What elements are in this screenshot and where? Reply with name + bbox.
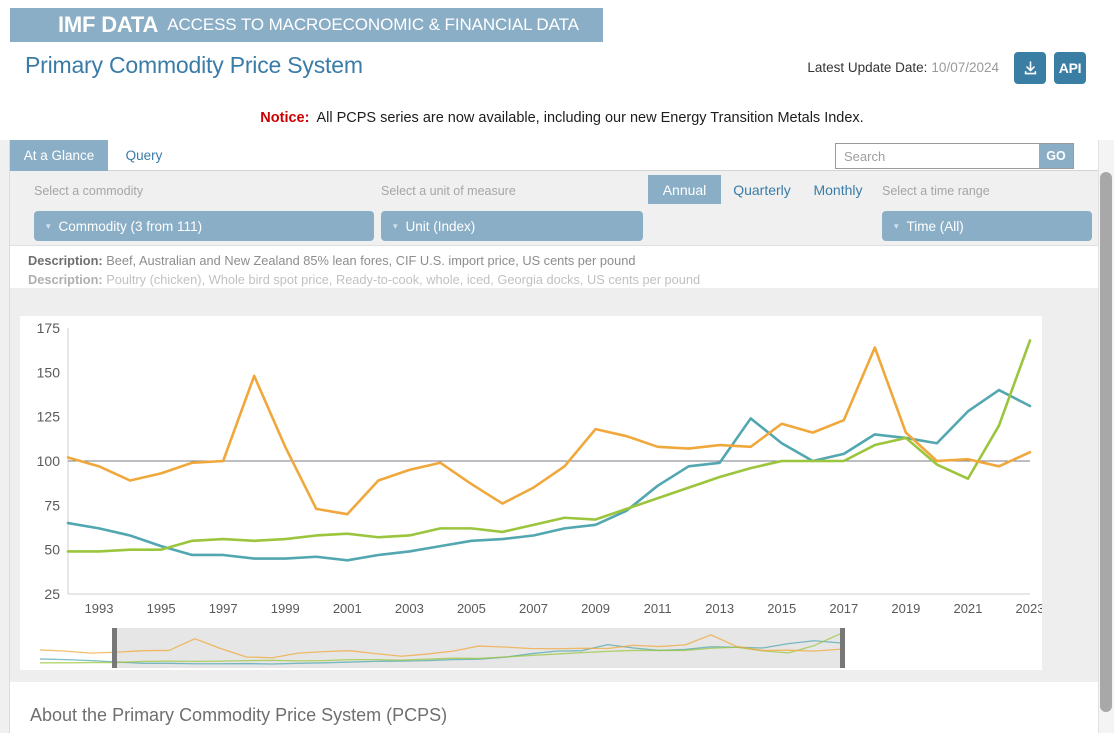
api-button-label: API	[1058, 60, 1082, 76]
svg-text:75: 75	[44, 497, 60, 513]
time-label: Select a time range	[882, 184, 990, 198]
svg-text:1999: 1999	[271, 601, 300, 616]
frequency-tab-monthly[interactable]: Monthly	[803, 175, 873, 204]
latest-update-label: Latest Update Date:	[807, 60, 928, 75]
notice-label: Notice:	[260, 110, 310, 126]
search-box: GO	[835, 143, 1074, 169]
notice-text: All PCPS series are now available, inclu…	[316, 110, 864, 126]
tab-at-a-glance-label: At a Glance	[23, 148, 95, 163]
frequency-tab-monthly-label: Monthly	[813, 181, 863, 198]
chevron-down-icon: ▾	[894, 220, 899, 231]
svg-text:2013: 2013	[705, 601, 734, 616]
search-input[interactable]	[836, 144, 1039, 168]
latest-update-date: 10/07/2024	[931, 60, 999, 75]
tab-at-a-glance[interactable]: At a Glance	[10, 140, 108, 171]
commodity-price-line-chart[interactable]: 25 50 75 100 125 150 175 1993 1995 1997 1999 2001 20…	[20, 316, 1042, 670]
commodity-label: Select a commodity	[34, 184, 144, 198]
svg-text:1997: 1997	[209, 601, 238, 616]
title-row: Primary Commodity Price System Latest Up…	[10, 42, 1114, 95]
notice-banner: Notice: All PCPS series are now availabl…	[10, 100, 1114, 136]
svg-text:2017: 2017	[829, 601, 858, 616]
description-label: Description:	[28, 272, 103, 287]
svg-text:2007: 2007	[519, 601, 548, 616]
commodity-selector[interactable]: ▾ Commodity (3 from 111)	[34, 211, 374, 241]
svg-text:125: 125	[37, 409, 61, 425]
api-button[interactable]: API	[1054, 52, 1086, 84]
latest-update: Latest Update Date: 10/07/2024	[807, 60, 999, 75]
svg-text:2023: 2023	[1016, 601, 1042, 616]
unit-selector-value: Unit (Index)	[405, 218, 476, 234]
svg-text:2001: 2001	[333, 601, 362, 616]
filter-panel: Select a commodity ▾ Commodity (3 from 1…	[10, 171, 1114, 246]
commodity-selector-value: Commodity (3 from 111)	[58, 218, 203, 234]
time-selector-value: Time (All)	[906, 218, 964, 234]
svg-text:100: 100	[37, 453, 61, 469]
svg-text:2011: 2011	[644, 601, 672, 616]
imf-brand-strong: IMF DATA	[58, 12, 159, 37]
frequency-tab-annual-label: Annual	[662, 181, 707, 198]
download-icon	[1024, 60, 1036, 74]
svg-text:25: 25	[44, 586, 60, 602]
search-go-button[interactable]: GO	[1039, 144, 1073, 168]
unit-label: Select a unit of measure	[381, 184, 516, 198]
chart-region: 25 50 75 100 125 150 175 1993 1995 1997 1999 2001 20…	[10, 288, 1114, 682]
about-title: About the Primary Commodity Price System…	[30, 705, 448, 725]
svg-text:2005: 2005	[457, 601, 486, 616]
svg-text:2009: 2009	[581, 601, 610, 616]
description-row: Description: Poultry (chicken), Whole bi…	[28, 270, 1114, 288]
page-title: Primary Commodity Price System	[25, 52, 363, 78]
imf-brand-bar: IMF DATA ACCESS TO MACROECONOMIC & FINAN…	[10, 8, 603, 42]
frequency-tab-quarterly-label: Quarterly	[733, 181, 791, 198]
search-go-label: GO	[1046, 149, 1066, 163]
unit-selector[interactable]: ▾ Unit (Index)	[381, 211, 643, 241]
left-gutter-lower	[0, 140, 10, 733]
frequency-tab-quarterly[interactable]: Quarterly	[725, 175, 799, 204]
imf-brand-subtitle: ACCESS TO MACROECONOMIC & FINANCIAL DATA	[167, 15, 579, 34]
svg-text:1993: 1993	[85, 601, 114, 616]
chart-card: 25 50 75 100 125 150 175 1993 1995 1997 1999 2001 20…	[20, 316, 1042, 670]
tab-query-label: Query	[125, 148, 163, 163]
description-row: Description: Beef, Australian and New Ze…	[28, 251, 1114, 270]
about-section: About the Primary Commodity Price System…	[10, 682, 1114, 733]
svg-text:2003: 2003	[395, 601, 424, 616]
download-button[interactable]	[1014, 52, 1046, 84]
description-text: Poultry (chicken), Whole bird spot price…	[106, 272, 701, 287]
svg-text:150: 150	[37, 364, 61, 380]
chevron-down-icon: ▾	[46, 220, 51, 231]
svg-text:1995: 1995	[147, 601, 176, 616]
svg-text:2015: 2015	[767, 601, 796, 616]
tab-query[interactable]: Query	[113, 140, 175, 171]
chevron-down-icon: ▾	[393, 220, 398, 231]
svg-text:2021: 2021	[953, 601, 982, 616]
tabstrip: At a Glance Query GO	[10, 140, 1114, 171]
description-strip: Description: Beef, Australian and New Ze…	[10, 246, 1114, 288]
vertical-scrollbar-thumb[interactable]	[1100, 172, 1112, 712]
frequency-tab-annual[interactable]: Annual	[648, 175, 721, 204]
svg-text:50: 50	[44, 542, 60, 558]
time-selector[interactable]: ▾ Time (All)	[882, 211, 1092, 241]
description-label: Description:	[28, 253, 103, 268]
svg-text:175: 175	[37, 320, 61, 336]
svg-text:2019: 2019	[891, 601, 920, 616]
description-text: Beef, Australian and New Zealand 85% lea…	[106, 253, 636, 268]
